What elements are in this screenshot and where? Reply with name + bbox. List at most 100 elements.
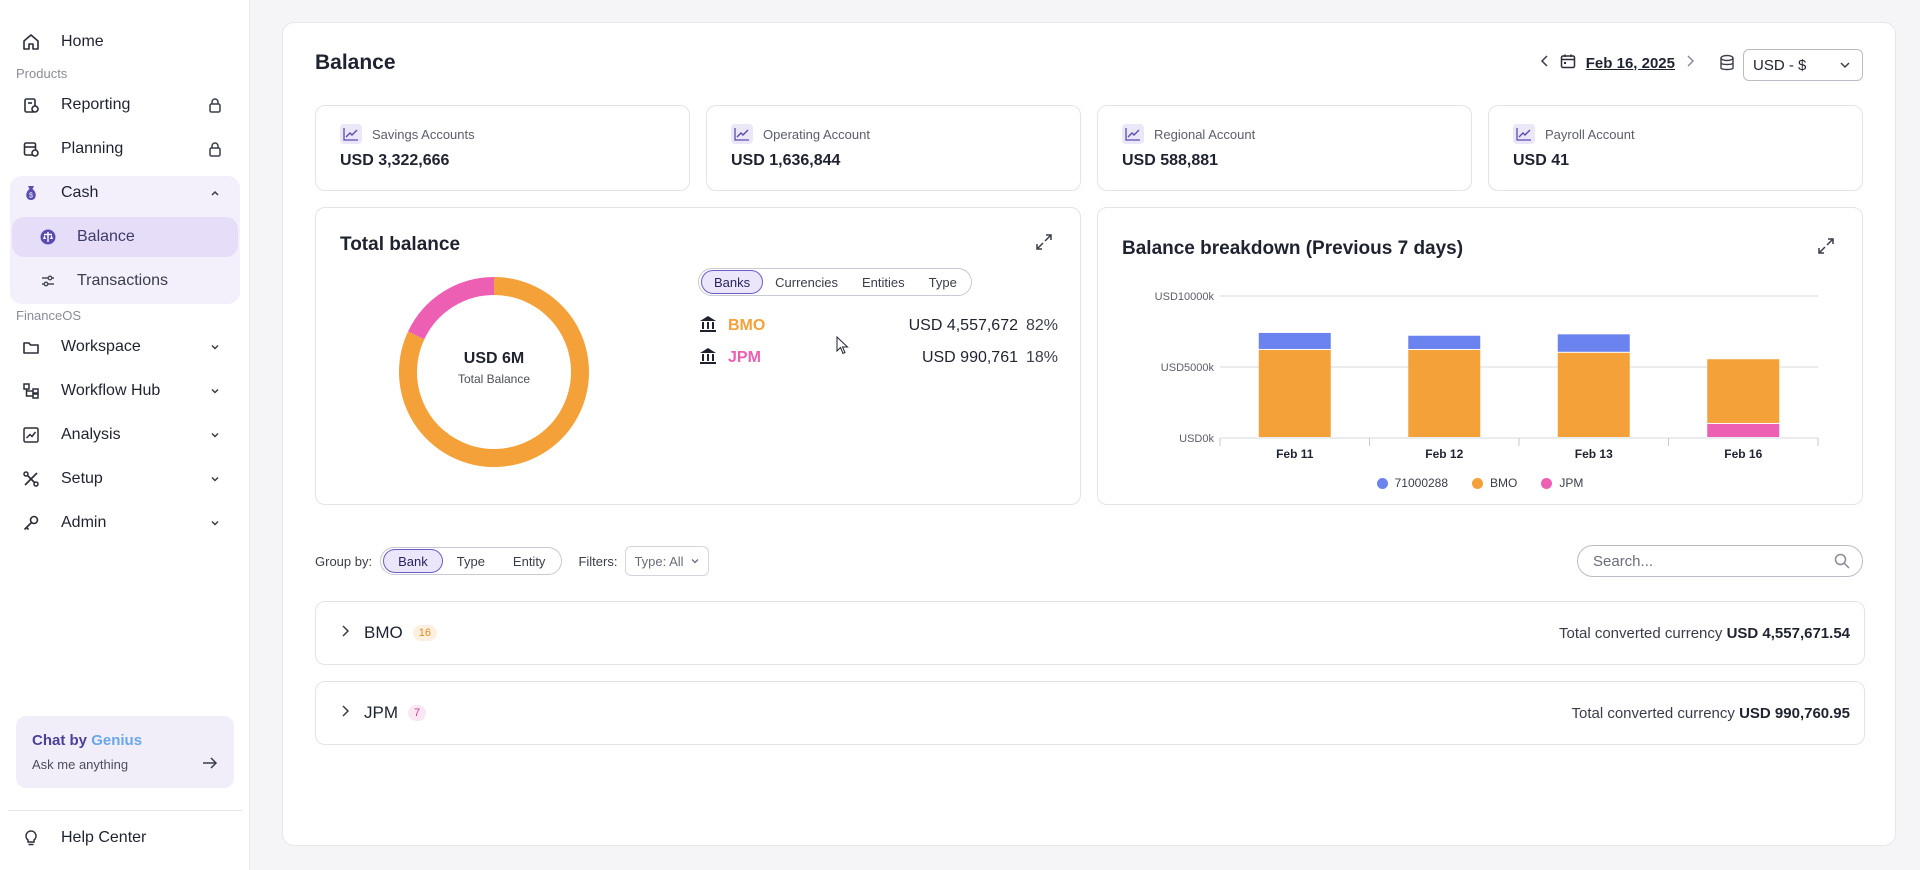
total-label: Total converted currency (1558, 624, 1723, 642)
bank-group-total: Total converted currency USD 4,557,671.5… (1559, 625, 1850, 642)
tab-currencies[interactable]: Currencies (775, 274, 838, 290)
sidebar-item-cash[interactable]: $ Cash (12, 175, 238, 211)
sidebar-item-workflow-hub[interactable]: Workflow Hub (12, 373, 238, 409)
arrow-right-icon[interactable] (202, 756, 218, 773)
stacked-bar-chart: USD0k USD5000k USD10000k Feb 11 Feb 12 Feb 13… (1155, 291, 1819, 461)
sidebar-item-label: Admin (61, 514, 107, 531)
workflow-icon (20, 380, 42, 402)
sidebar-item-label: Transactions (77, 272, 168, 289)
bar-segment-71000288[interactable] (1557, 334, 1630, 352)
type-filter-dropdown[interactable]: Type: All (625, 546, 709, 576)
search-input[interactable]: Search... (1577, 545, 1863, 577)
x-tick-label: Feb 12 (1425, 447, 1463, 461)
workspace-icon (20, 336, 42, 358)
section-label-products: Products (16, 66, 68, 81)
sidebar-item-workspace[interactable]: Workspace (12, 329, 238, 365)
total-balance-panel: Total balance USD 6M Total Balance Banks… (315, 207, 1081, 505)
tab-entities[interactable]: Entities (862, 274, 905, 290)
search-icon[interactable] (1834, 553, 1850, 573)
bank-group-name: BMO (364, 623, 403, 642)
chevron-right-icon[interactable] (340, 624, 350, 642)
tab-type[interactable]: Type (928, 274, 957, 290)
bank-row[interactable]: JPM USD 990,761 18% (698, 346, 1058, 370)
lock-icon (206, 140, 224, 158)
x-tick-label: Feb 11 (1276, 447, 1314, 461)
bar-segment-71000288[interactable] (1258, 332, 1331, 349)
legend-item[interactable]: JPM (1541, 476, 1583, 490)
sidebar-item-label: Analysis (61, 426, 121, 443)
sidebar-divider (8, 810, 242, 811)
sidebar-item-planning[interactable]: Planning (12, 131, 238, 167)
trend-chart-icon (340, 124, 362, 144)
bar-segment-bmo[interactable] (1408, 349, 1481, 437)
chart-legend: 71000288 BMO JPM (1098, 476, 1862, 490)
search-placeholder: Search... (1593, 552, 1654, 570)
total-value: USD 4,557,671.54 (1726, 624, 1850, 642)
sidebar-item-reporting[interactable]: Reporting (12, 87, 238, 123)
chevron-left-icon[interactable] (1540, 54, 1550, 72)
chevron-down-icon (690, 554, 700, 569)
key-icon (20, 512, 42, 534)
expand-icon[interactable] (1036, 234, 1052, 254)
bar-segment-bmo[interactable] (1707, 359, 1780, 423)
group-by-bank[interactable]: Bank (383, 549, 443, 573)
account-card[interactable]: Payroll Account USD 41 (1488, 105, 1863, 191)
account-card[interactable]: Operating Account USD 1,636,844 (706, 105, 1081, 191)
bank-group-row[interactable]: BMO 16 Total converted currency USD 4,55… (315, 601, 1865, 665)
date-picker[interactable]: Feb 16, 2025 (1585, 54, 1675, 72)
account-card[interactable]: Savings Accounts USD 3,322,666 (315, 105, 690, 191)
account-card[interactable]: Regional Account USD 588,881 (1097, 105, 1472, 191)
home-icon (20, 31, 42, 53)
group-by-type[interactable]: Type (456, 553, 485, 569)
scale-icon (38, 227, 58, 247)
chevron-right-icon[interactable] (340, 704, 350, 722)
legend-item[interactable]: BMO (1472, 476, 1517, 490)
chat-genius-box[interactable]: Chat by Genius Ask me anything (16, 716, 234, 788)
donut-slice-jpm[interactable] (408, 277, 495, 340)
chevron-up-icon (206, 184, 224, 202)
bank-group-row[interactable]: JPM 7 Total converted currency USD 990,7… (315, 681, 1865, 745)
chat-title-prefix: Chat by (32, 732, 88, 749)
bank-icon (698, 346, 718, 370)
y-tick-label: USD0k (1179, 433, 1214, 445)
donut-total-value: USD 6M (463, 350, 525, 367)
sidebar-item-setup[interactable]: Setup (12, 461, 238, 497)
chat-input-placeholder[interactable]: Ask me anything (32, 757, 129, 772)
lock-icon (206, 96, 224, 114)
donut-slice-bmo[interactable] (399, 277, 589, 467)
sidebar-item-transactions[interactable]: Transactions (12, 261, 238, 301)
account-name: Regional Account (1154, 126, 1256, 142)
bank-name: BMO (728, 317, 766, 334)
bar-segment-bmo[interactable] (1557, 352, 1630, 437)
currency-select[interactable]: USD - $ (1743, 49, 1863, 81)
sidebar-item-help-center[interactable]: Help Center (12, 820, 238, 856)
donut-total-label: Total Balance (457, 372, 531, 386)
sidebar-item-balance[interactable]: Balance (12, 217, 238, 257)
svg-text:$: $ (29, 193, 33, 200)
account-value: USD 588,881 (1122, 152, 1219, 169)
bank-value: USD 990,761 (921, 349, 1018, 366)
account-name: Operating Account (763, 126, 870, 142)
legend-item[interactable]: 71000288 (1376, 476, 1448, 490)
tab-banks[interactable]: Banks (701, 270, 764, 294)
sidebar-item-analysis[interactable]: Analysis (12, 417, 238, 453)
sidebar-item-label: Home (61, 33, 104, 50)
sidebar-item-admin[interactable]: Admin (12, 505, 238, 541)
legend-label: JPM (1559, 476, 1584, 490)
expand-icon[interactable] (1818, 238, 1834, 258)
group-by-entity[interactable]: Entity (512, 553, 546, 569)
bank-row[interactable]: BMO USD 4,557,672 82% (698, 314, 1058, 338)
legend-dot (1541, 477, 1553, 489)
x-tick-label: Feb 13 (1575, 447, 1613, 461)
bar-segment-71000288[interactable] (1408, 335, 1481, 349)
balance-breakdown-tabs: Banks Currencies Entities Type (698, 268, 972, 296)
sidebar-item-home[interactable]: Home (12, 24, 238, 60)
bank-name: JPM (728, 349, 761, 366)
chevron-right-icon[interactable] (1685, 54, 1695, 72)
lightbulb-icon (20, 827, 42, 849)
account-name: Payroll Account (1545, 126, 1635, 142)
bar-segment-jpm[interactable] (1707, 423, 1780, 437)
sidebar-item-label: Planning (61, 140, 124, 157)
total-label: Total converted currency (1571, 704, 1735, 722)
bar-segment-bmo[interactable] (1258, 349, 1331, 437)
